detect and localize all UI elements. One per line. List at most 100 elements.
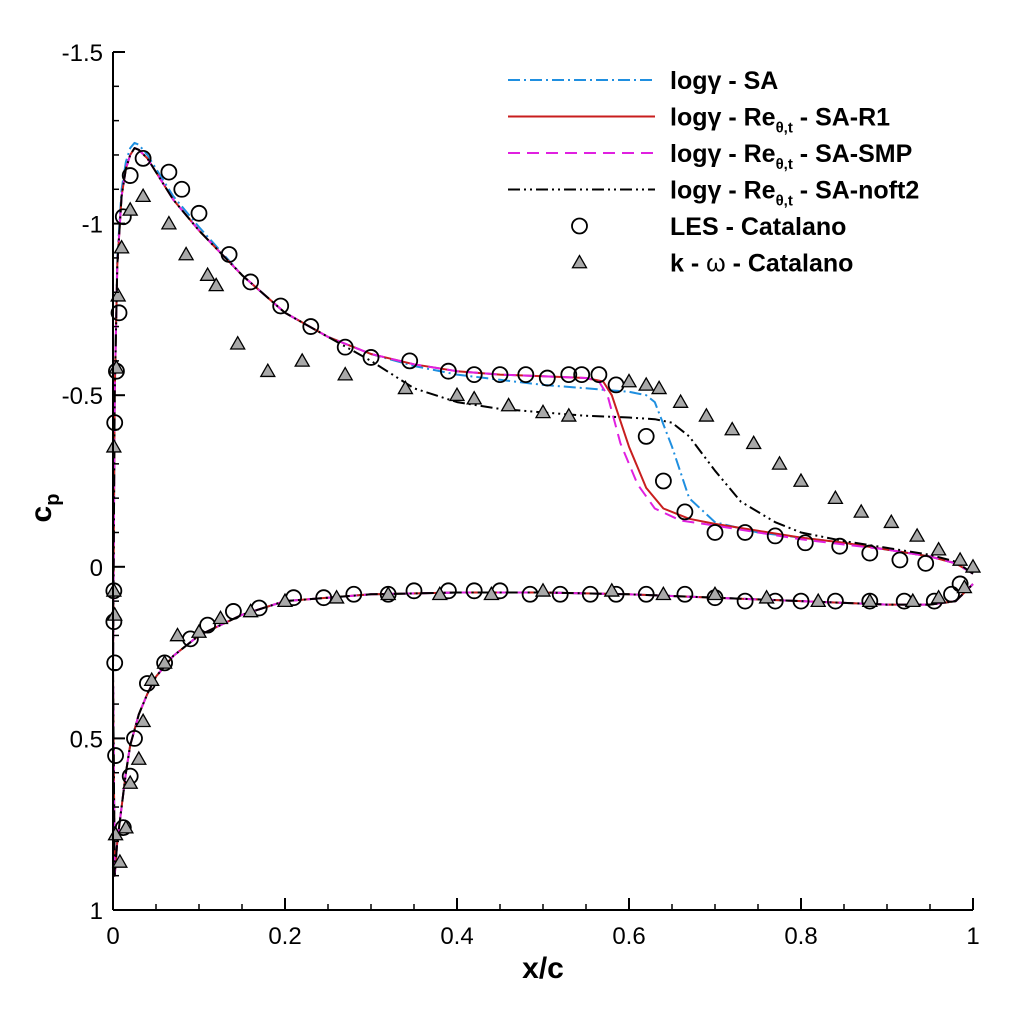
kw-point (810, 592, 827, 608)
kw-point (328, 589, 345, 604)
y-axis-title-main: c (25, 506, 58, 523)
kw-point (160, 215, 178, 230)
les-point (676, 585, 694, 603)
kw-point (177, 246, 195, 261)
series-line-sa-noft2 (112, 147, 974, 877)
kw-point (930, 541, 947, 556)
markers-layer (105, 149, 982, 868)
les-point (465, 366, 483, 384)
les-point (362, 349, 380, 366)
legend-label-main: logγ - Re (670, 177, 776, 205)
legend-entry-sa-noft2: logγ - Reθ,t - SA-noft2 (508, 177, 919, 210)
les-point (796, 534, 814, 552)
kw-point (190, 623, 208, 638)
kw-point (130, 750, 147, 765)
les-point (637, 585, 655, 603)
legend-label-tail: - Catalano (726, 250, 854, 278)
legend-entry-sa-r1: logγ - Reθ,t - SA-R1 (508, 104, 890, 137)
les-point (491, 366, 509, 384)
les-point (766, 527, 784, 545)
les-point (126, 730, 143, 747)
kw-point (534, 404, 552, 419)
les-point (401, 352, 419, 370)
kw-point (431, 585, 448, 601)
kw-point (111, 853, 129, 868)
les-point (121, 167, 139, 184)
kw-point (259, 362, 276, 378)
kw-point (758, 589, 775, 604)
les-point (517, 366, 535, 384)
kw-point (672, 393, 689, 408)
legend-marker (571, 254, 588, 269)
legend-label-sub: θ,t (776, 156, 793, 173)
y-tick-label: 1 (90, 898, 103, 925)
kw-point (904, 592, 921, 608)
x-tick-label: 0.2 (268, 923, 301, 950)
legend-entry-sa: logγ - SA (508, 67, 778, 95)
legend-label-tail: - SA-noft2 (793, 177, 919, 205)
kw-point (560, 407, 577, 422)
x-tick-label: 0.6 (612, 923, 645, 950)
kw-point (771, 455, 788, 470)
legend-marker (571, 217, 588, 235)
les-point (538, 369, 556, 387)
les-point (107, 747, 124, 764)
x-tick-label: 0.8 (784, 923, 817, 950)
kw-point (861, 592, 878, 608)
y-axis-title-sub: p (42, 494, 64, 506)
kw-point (745, 434, 762, 450)
les-point (439, 362, 457, 380)
y-tick-label: -1 (82, 212, 103, 239)
les-point (315, 589, 333, 607)
legend-label: logγ - Reθ,t - SA-R1 (670, 104, 890, 137)
axes: 0 0.2 0.4 0.6 0.8 1 -1.5 -1 -0.5 0 0.5 1 (62, 40, 980, 950)
les-point (891, 551, 909, 569)
kw-point (500, 397, 517, 412)
les-point (160, 163, 178, 181)
kw-point (113, 239, 130, 254)
kw-point (337, 366, 354, 381)
les-point (676, 503, 694, 521)
kw-point (706, 585, 724, 601)
kw-point (466, 390, 483, 405)
les-point (173, 180, 191, 198)
les-point (736, 592, 754, 610)
kw-point (122, 774, 139, 789)
kw-point (448, 386, 466, 402)
les-point (736, 524, 754, 541)
kw-point (199, 266, 216, 281)
legend-label: k - ω - Catalano (670, 250, 853, 278)
legend-label-sub: θ,t (776, 193, 793, 210)
legend-label-main: logγ - Re (670, 104, 776, 132)
kw-point (638, 376, 655, 391)
kw-point (827, 489, 844, 505)
les-point (827, 592, 844, 610)
legend-label: logγ - Reθ,t - SA-noft2 (670, 177, 919, 210)
kw-point (724, 421, 741, 436)
legend-entry-kw: k - ω - Catalano (571, 250, 853, 278)
svg-text:cp: cp (25, 494, 64, 523)
les-point (861, 544, 879, 562)
les-point (590, 366, 608, 384)
lines-layer (112, 141, 974, 877)
les-point (242, 273, 260, 291)
kw-point (908, 527, 926, 542)
x-tick-label: 0 (106, 923, 119, 950)
les-point (573, 366, 591, 384)
kw-point (883, 513, 900, 529)
les-point (224, 603, 242, 620)
legend-label-main: k - (670, 250, 706, 278)
les-point (110, 304, 128, 322)
les-point (560, 366, 578, 384)
les-point (134, 149, 152, 167)
legend-label: logγ - Reθ,t - SA-SMP (670, 140, 912, 173)
kw-point (117, 819, 135, 834)
les-point (199, 616, 217, 634)
legend-label-symbol: ω (706, 250, 726, 278)
legend-label-main: logγ - Re (670, 140, 776, 168)
kw-point (534, 582, 552, 597)
kw-point (603, 582, 620, 597)
